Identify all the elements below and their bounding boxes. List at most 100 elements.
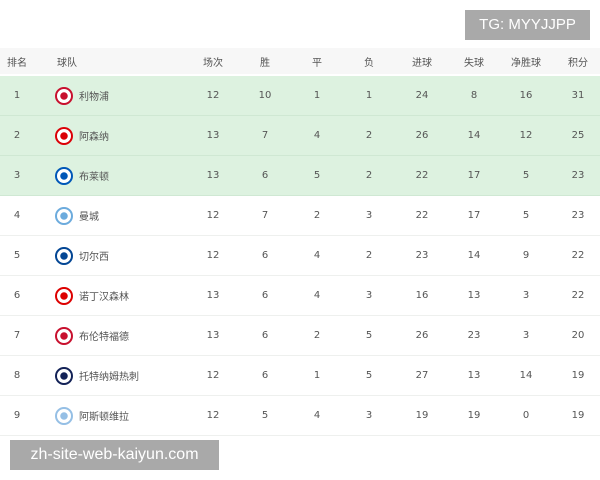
team-name: 阿森纳 — [79, 132, 109, 143]
lost-cell: 3 — [365, 410, 373, 421]
rank-cell: 5 — [13, 250, 21, 261]
drawn-cell: 4 — [313, 410, 321, 421]
points-cell: 23 — [571, 170, 585, 181]
drawn-cell: 1 — [313, 370, 321, 381]
points-cell: 31 — [571, 90, 585, 101]
table-row: 3 布莱顿 13 6 5 2 22 17 5 23 — [0, 156, 600, 196]
goal-difference-cell: 5 — [522, 170, 530, 181]
team-cell: 切尔西 — [55, 236, 195, 275]
goal-difference-cell: 3 — [522, 330, 530, 341]
goals-for-cell: 22 — [415, 170, 429, 181]
goals-against-cell: 13 — [467, 290, 481, 301]
rank-cell: 2 — [13, 130, 21, 141]
brighton-crest-icon — [55, 166, 73, 185]
drawn-cell: 2 — [313, 330, 321, 341]
tottenham-crest-icon — [55, 366, 73, 385]
won-cell: 6 — [261, 290, 269, 301]
team-name: 托特纳姆热刺 — [79, 372, 139, 383]
points-cell: 19 — [571, 370, 585, 381]
goal-difference-cell: 5 — [522, 210, 530, 221]
won-cell: 6 — [261, 250, 269, 261]
team-cell: 阿森纳 — [55, 116, 195, 155]
header-goal-difference: 净胜球 — [511, 57, 541, 69]
lost-cell: 2 — [365, 130, 373, 141]
goals-for-cell: 26 — [415, 130, 429, 141]
arsenal-crest-icon — [55, 126, 73, 145]
goals-against-cell: 14 — [467, 130, 481, 141]
goals-for-cell: 23 — [415, 250, 429, 261]
brentford-crest-icon — [55, 326, 73, 345]
won-cell: 6 — [261, 370, 269, 381]
played-cell: 12 — [206, 90, 220, 101]
site-watermark: zh-site-web-kaiyun.com — [10, 440, 219, 470]
man-city-crest-icon — [55, 206, 73, 225]
rank-cell: 1 — [13, 90, 21, 101]
drawn-cell: 5 — [313, 170, 321, 181]
drawn-cell: 4 — [313, 290, 321, 301]
points-cell: 22 — [571, 250, 585, 261]
played-cell: 12 — [206, 370, 220, 381]
drawn-cell: 1 — [313, 90, 321, 101]
points-cell: 25 — [571, 130, 585, 141]
team-name: 曼城 — [79, 212, 99, 223]
header-rank: 排名 — [7, 57, 27, 69]
goal-difference-cell: 3 — [522, 290, 530, 301]
drawn-cell: 4 — [313, 130, 321, 141]
goals-for-cell: 22 — [415, 210, 429, 221]
rank-cell: 9 — [13, 410, 21, 421]
team-name: 诺丁汉森林 — [79, 292, 129, 303]
table-row: 9 阿斯顿维拉 12 5 4 3 19 19 0 19 — [0, 396, 600, 436]
team-cell: 托特纳姆热刺 — [55, 356, 195, 395]
won-cell: 7 — [261, 210, 269, 221]
goals-against-cell: 8 — [470, 90, 478, 101]
goal-difference-cell: 16 — [519, 90, 533, 101]
table-row: 4 曼城 12 7 2 3 22 17 5 23 — [0, 196, 600, 236]
goals-against-cell: 17 — [467, 210, 481, 221]
lost-cell: 5 — [365, 370, 373, 381]
standings-table: 排名 球队 场次胜平负进球 失球 净胜球 积分 1 利物浦 12 10 1 1 24 8 16 31 2 阿森纳… — [0, 48, 600, 436]
team-cell: 布伦特福德 — [55, 316, 195, 355]
played-cell: 13 — [206, 130, 220, 141]
team-name: 阿斯顿维拉 — [79, 412, 129, 423]
goals-for-cell: 24 — [415, 90, 429, 101]
telegram-watermark: TG: MYYJJPP — [465, 10, 590, 40]
header-goals-against: 失球 — [464, 57, 484, 69]
team-cell: 利物浦 — [55, 76, 195, 115]
table-row: 7 布伦特福德 13 6 2 5 26 23 3 20 — [0, 316, 600, 356]
goals-for-cell: 19 — [415, 410, 429, 421]
header-team: 球队 — [57, 57, 77, 69]
team-cell: 曼城 — [55, 196, 195, 235]
team-name: 切尔西 — [79, 252, 109, 263]
played-cell: 13 — [206, 330, 220, 341]
aston-villa-crest-icon — [55, 406, 73, 425]
drawn-cell: 2 — [313, 210, 321, 221]
nottingham-forest-crest-icon — [55, 286, 73, 305]
lost-cell: 2 — [365, 170, 373, 181]
lost-cell: 5 — [365, 330, 373, 341]
team-cell: 布莱顿 — [55, 156, 195, 195]
team-name: 利物浦 — [79, 92, 109, 103]
lost-cell: 3 — [365, 210, 373, 221]
rank-cell: 7 — [13, 330, 21, 341]
team-name: 布伦特福德 — [79, 332, 129, 343]
header-drawn: 平 — [312, 57, 322, 69]
goal-difference-cell: 9 — [522, 250, 530, 261]
rank-cell: 3 — [13, 170, 21, 181]
table-header: 排名 球队 场次 胜 平 负 进球 失球 净胜球 积分 — [0, 48, 600, 74]
goals-against-cell: 19 — [467, 410, 481, 421]
played-cell: 13 — [206, 170, 220, 181]
team-cell: 阿斯顿维拉 — [55, 396, 195, 435]
played-cell: 12 — [206, 210, 220, 221]
rank-cell: 8 — [13, 370, 21, 381]
drawn-cell: 4 — [313, 250, 321, 261]
table-row: 6 诺丁汉森林 13 6 4 3 16 13 3 22 — [0, 276, 600, 316]
goal-difference-cell: 0 — [522, 410, 530, 421]
points-cell: 19 — [571, 410, 585, 421]
played-cell: 12 — [206, 250, 220, 261]
points-cell: 23 — [571, 210, 585, 221]
goals-for-cell: 27 — [415, 370, 429, 381]
header-lost: 负 — [364, 57, 374, 69]
table-row: 2 阿森纳 13 7 4 2 26 14 12 25 — [0, 116, 600, 156]
goals-for-cell: 26 — [415, 330, 429, 341]
table-row: 1 利物浦 12 10 1 1 24 8 16 31 — [0, 76, 600, 116]
